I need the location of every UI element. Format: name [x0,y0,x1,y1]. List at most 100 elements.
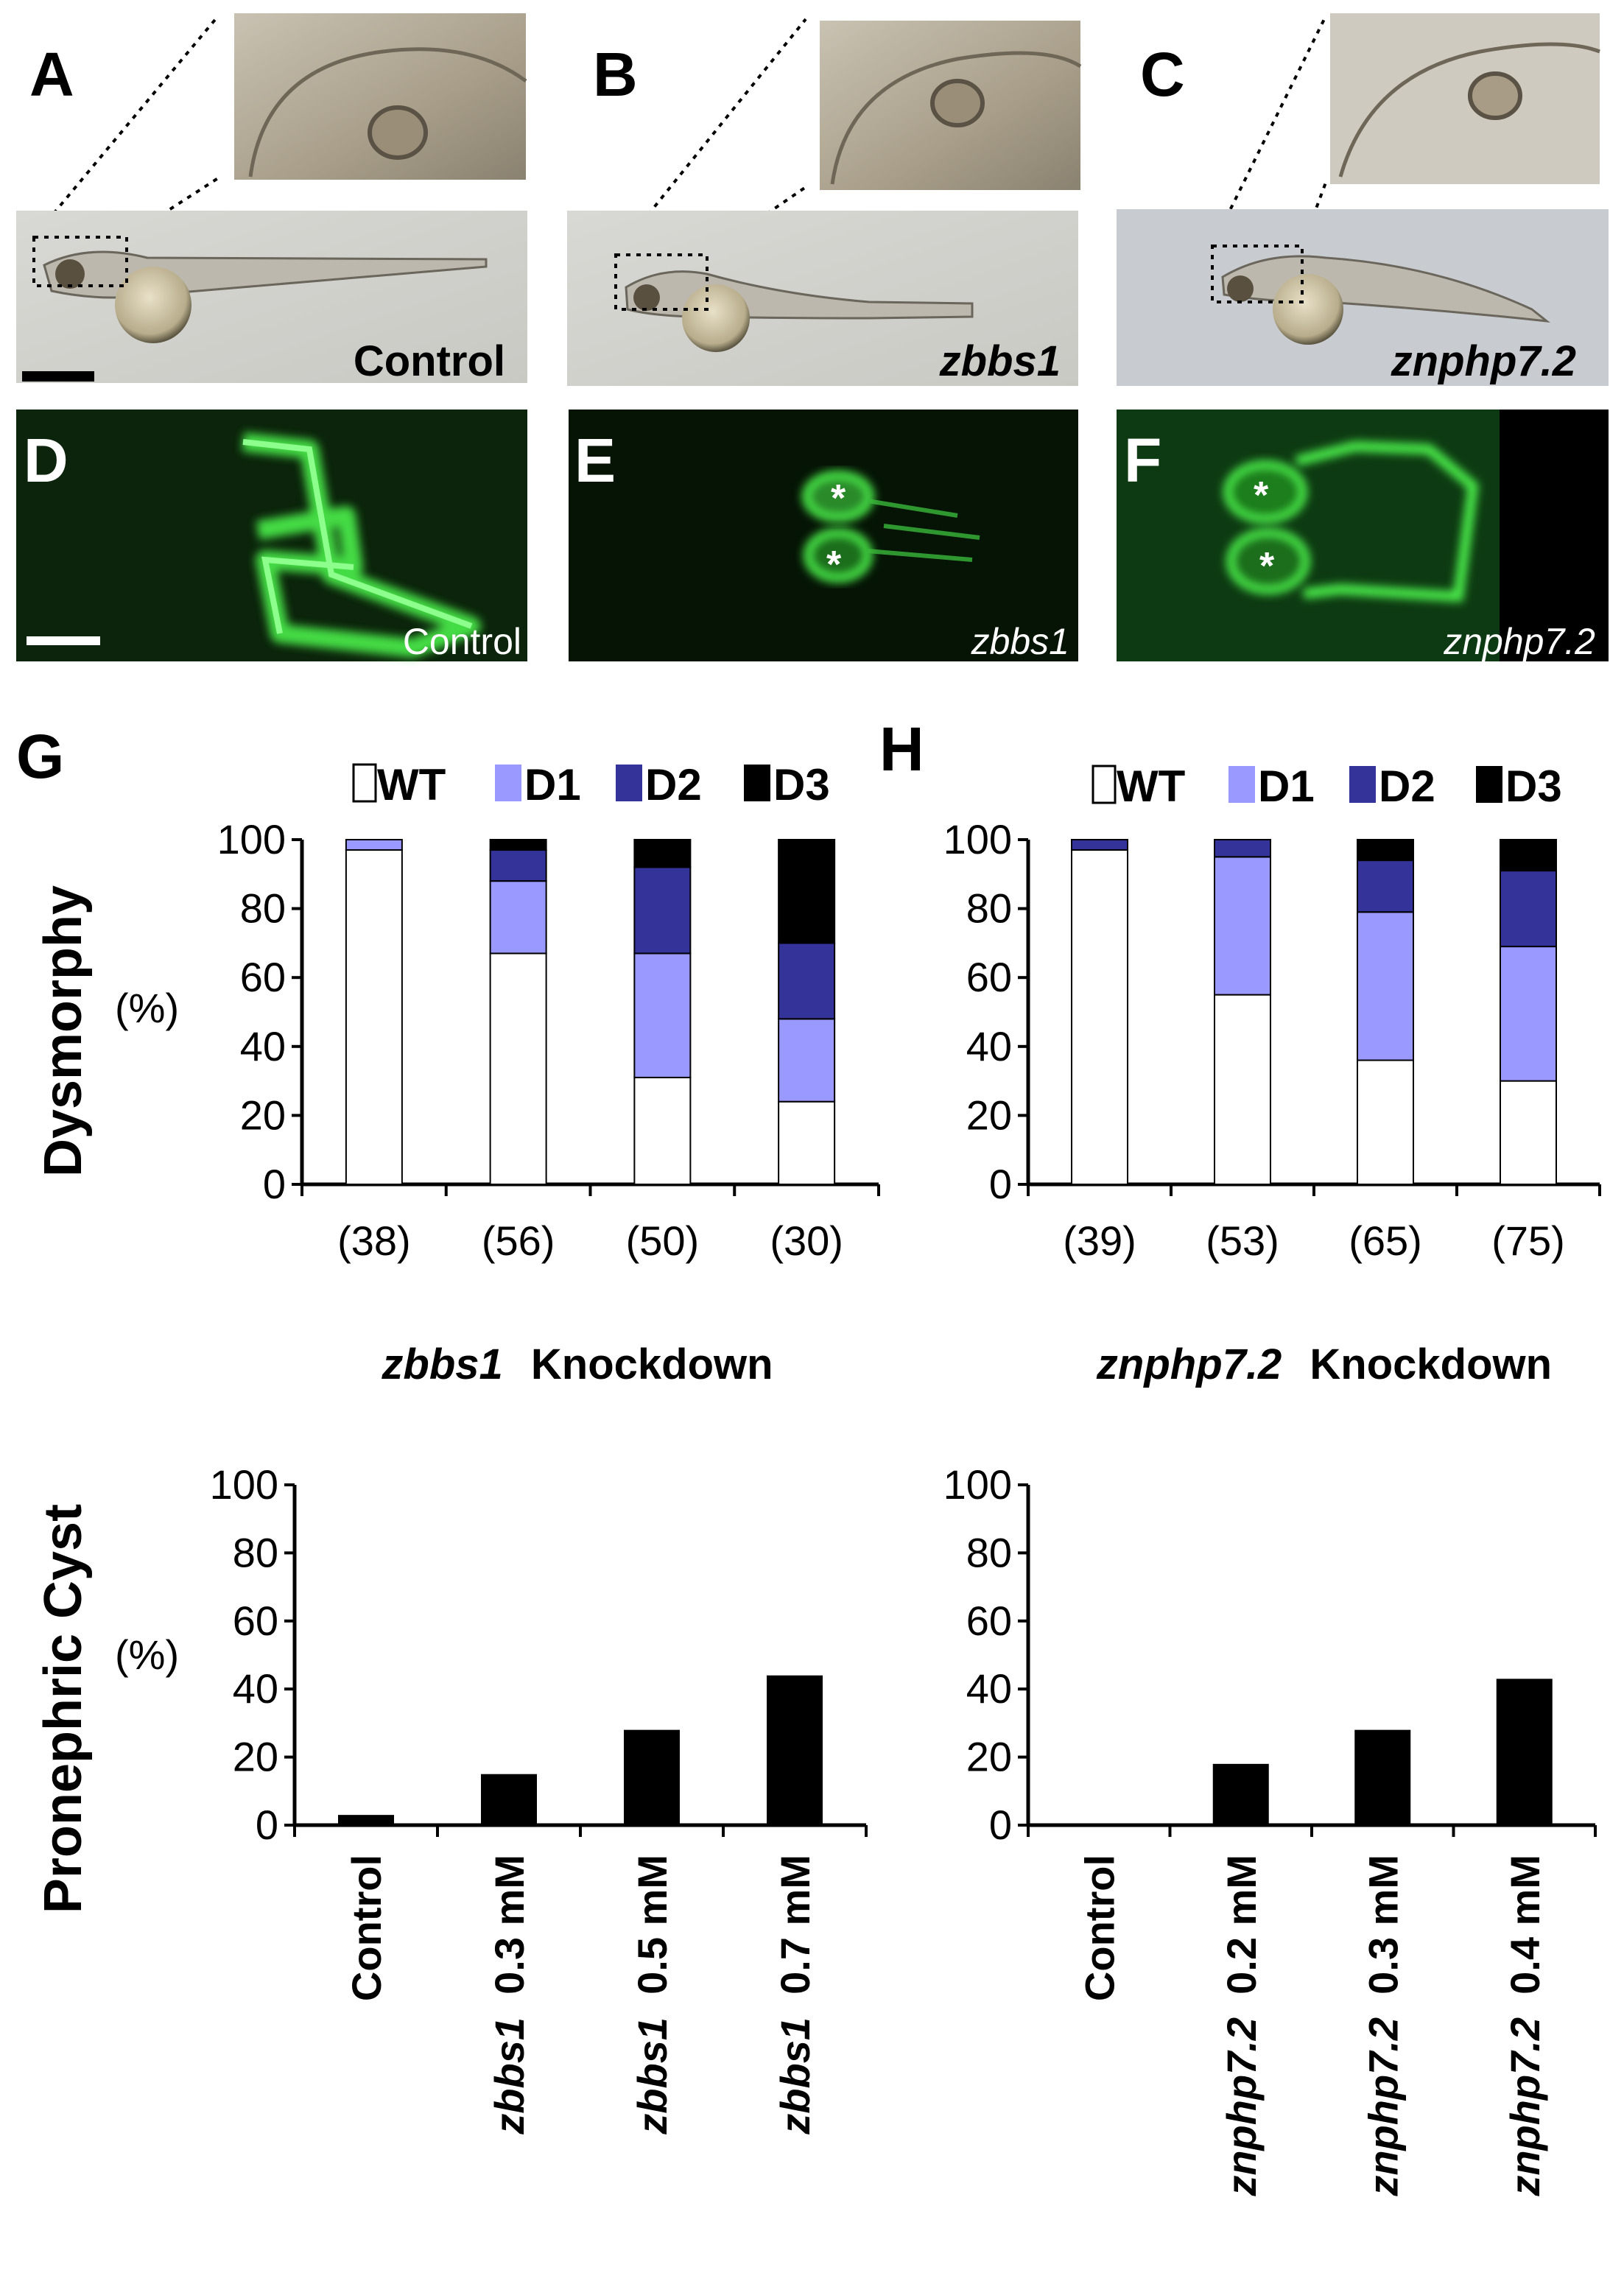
caption-G: zbbs1 Knockdown [381,1340,773,1388]
y-tick-label: 60 [966,1598,1012,1644]
panel-A: A Control [16,13,527,385]
fluor-cyst-lower-F [1226,528,1310,594]
x-category-dose: 0.4 mM [1502,1855,1548,1995]
x-category-label: Control [343,1855,390,2001]
inset-head-outline-A [248,47,527,178]
bar-segment-wt [345,849,403,1186]
y-tick-label: 0 [989,1802,1012,1848]
bar-segment-d2 [1357,860,1414,913]
inset-image-A [234,13,526,180]
panel-letter-F: F [1124,426,1161,495]
panel-letter-C: C [1140,40,1185,109]
x-category-label: zbbs1 0.7 mM [772,1855,818,2135]
zoom-box-B [614,253,709,311]
panel-letter-E: E [574,426,616,495]
y-tick-label: 20 [233,1734,278,1780]
cyst-bar [624,1729,680,1825]
category-count-label: (39) [1063,1217,1136,1264]
x-category-label: Control [1076,1855,1122,2001]
bar-segment-wt [489,952,547,1185]
y-tick-label: 60 [966,954,1012,1000]
y-tick-label: 0 [256,1802,278,1848]
x-category-gap [1360,1995,1406,2017]
panel-letter-G: G [16,722,64,791]
embryo-yolk-C [1273,274,1343,345]
panel-letter-B: B [593,40,638,109]
x-category-gene: znphp7.2 [1360,2017,1406,2197]
legend-label-d2: D2 [1379,762,1435,811]
y-tick-label: 80 [240,885,286,932]
y-tick-label: 40 [240,1023,286,1069]
bar-segment-d2 [489,849,547,882]
panel-B: B zbbs1 [567,18,1082,386]
chart-dysmorphy-znphp7: 0 20 40 60 80 100 (39) (53) (65) (75) [943,816,1601,1264]
y-tick-label: 40 [966,1023,1012,1069]
embryo-eye-A [55,259,85,289]
panel-C: C znphp7.2 [1117,13,1609,386]
fluor-cyst-upper-E [802,471,874,522]
bar-segment-d1 [778,1018,836,1103]
caption-G-text: Knockdown [531,1340,773,1388]
caption-G-gap [519,1340,531,1388]
panel-E: * * E zbbs1 [569,410,1078,662]
bar-segment-d3 [1500,839,1557,872]
x-category-gene: zbbs1 [486,2017,532,2135]
cyst-bar [767,1675,823,1825]
y-tick-label: 100 [943,816,1012,862]
inset-eye-B [930,79,985,127]
fluor-label-D: Control [403,621,521,662]
bar-segment-wt [1500,1080,1557,1185]
panel-F: * * F znphp7.2 [1117,410,1609,662]
bar-segment-d1 [633,952,692,1078]
bar-segment-d1 [345,839,403,851]
inset-head-outline-C [1338,42,1600,178]
x-category-dose: 0.5 mM [629,1855,675,1995]
legend-label-d2: D2 [645,760,702,809]
legend-swatch-d3 [1476,766,1502,803]
bar-segment-d2 [1071,839,1128,851]
legend-H: WT D1 D2 D3 [1092,762,1562,811]
x-category-label: zbbs1 0.3 mM [486,1855,532,2135]
panel-letter-D: D [24,426,68,495]
embryo-yolk-B [682,284,750,352]
x-category-label: znphp7.2 0.2 mM [1218,1855,1265,2197]
y-tick-label: 40 [966,1665,1012,1712]
bar-segment-d3 [778,839,836,944]
dysmorphy-axis-unit: (%) [115,985,179,1031]
fluor-cartilage-F [1295,440,1479,602]
zoom-line-bottom-A [125,177,219,239]
category-count-label: (53) [1206,1217,1279,1264]
bar-segment-wt [1071,849,1128,1186]
y-tick-label: 0 [989,1161,1012,1207]
y-tick-label: 80 [966,885,1012,932]
x-category-gap [486,1995,532,2017]
fluor-label-F: znphp7.2 [1443,621,1595,662]
x-category-dose: Control [343,1855,390,2001]
bar-segment-d3 [633,839,692,868]
bar-segment-d2 [1500,870,1557,948]
legend-swatch-d2 [616,765,642,801]
bar-segment-d1 [1214,856,1271,996]
caption-H-text: Knockdown [1310,1340,1552,1388]
legend-label-wt: WT [1117,762,1185,811]
zoom-line-top-C [1211,15,1327,247]
y-tick-label: 80 [966,1529,1012,1575]
category-count-label: (50) [626,1217,700,1264]
y-tick-label: 80 [233,1529,278,1575]
x-category-gene: zbbs1 [772,2017,818,2135]
y-tick-label: 60 [240,954,286,1000]
fluor-cyst-lower-E [804,528,873,583]
category-count-label: (56) [482,1217,555,1264]
bar-segment-d2 [1214,839,1271,858]
y-tick-label: 100 [943,1461,1012,1508]
inset-image-C [1330,13,1600,184]
legend-swatch-wt [1092,765,1117,804]
cyst-marker-upper-E: * [831,477,846,520]
legend-label-d3: D3 [773,760,830,809]
embryo-eye-C [1227,275,1254,302]
cyst-marker-lower-F: * [1259,545,1275,588]
